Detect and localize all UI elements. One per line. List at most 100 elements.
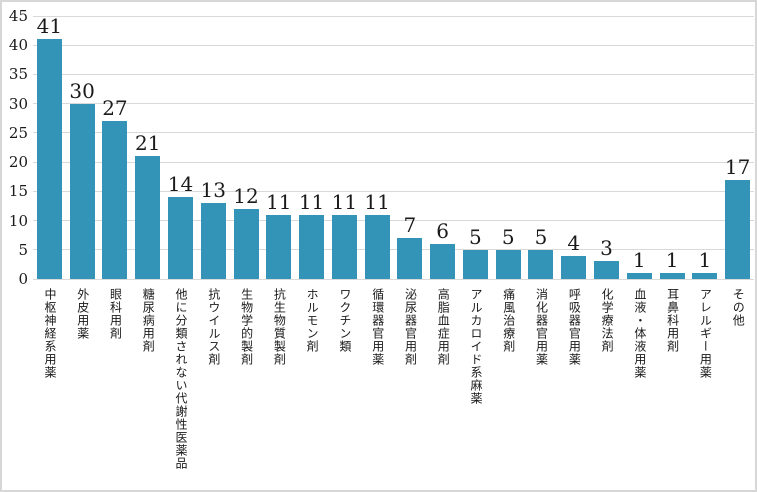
bar-group: 13 (197, 16, 230, 279)
x-axis-category-label: 呼吸器官用薬 (567, 288, 582, 366)
y-axis-tick-label: 35 (8, 65, 28, 84)
x-axis-category: ワクチン類 (328, 288, 361, 486)
bar-group: 5 (525, 16, 558, 279)
bar-value-label: 17 (724, 154, 751, 179)
bar-value-label: 5 (469, 224, 482, 249)
gridline (33, 161, 754, 163)
gridline (33, 278, 754, 280)
x-axis-category: 眼科用剤 (99, 288, 132, 486)
x-axis-category: 血液・体液用薬 (623, 288, 656, 486)
x-axis-category: 中枢神経系用薬 (33, 288, 66, 486)
gridline (33, 132, 754, 134)
gridline (33, 44, 754, 46)
bar (331, 214, 357, 279)
bar (462, 249, 488, 279)
bar-group: 3 (590, 16, 623, 279)
bar (495, 249, 521, 279)
x-axis-category: 痛風治療剤 (492, 288, 525, 486)
bar-group: 11 (295, 16, 328, 279)
bar-value-label: 27 (102, 96, 128, 121)
bar (659, 273, 685, 279)
bar-value-label: 21 (134, 131, 161, 156)
bar-value-label: 3 (600, 236, 613, 261)
x-axis-category-label: 高脂血症用剤 (436, 288, 451, 366)
x-axis-category-label: 痛風治療剤 (501, 288, 516, 353)
y-axis-tick-label: 45 (8, 7, 28, 25)
bar-group: 30 (66, 16, 99, 279)
x-axis-category-label: 泌尿器官用剤 (403, 288, 418, 366)
bar-group: 11 (361, 16, 394, 279)
bar-value-label: 11 (298, 189, 325, 214)
x-axis-category: ホルモン剤 (295, 288, 328, 486)
bar-value-label: 14 (167, 172, 194, 197)
bar (69, 103, 95, 279)
bar-group: 1 (688, 16, 721, 279)
bar (397, 238, 423, 279)
x-axis-category-label: 生物学的製剤 (239, 288, 254, 366)
bar (430, 243, 456, 279)
x-axis-category-label: 中枢神経系用薬 (42, 288, 57, 379)
x-axis-category-label: その他 (731, 288, 746, 327)
bar-value-label: 13 (200, 178, 226, 203)
bar-group: 1 (623, 16, 656, 279)
bar-value-label: 5 (534, 224, 548, 249)
gridline (33, 103, 754, 105)
x-axis-category: 他に分類されない代謝性医薬品 (164, 288, 197, 486)
x-axis-category-label: 消化器官用薬 (534, 288, 549, 366)
bar (561, 255, 587, 279)
bar-group: 5 (492, 16, 525, 279)
y-axis-tick-label: 30 (8, 94, 28, 113)
x-axis-category-label: 糖尿病用剤 (141, 288, 156, 353)
y-axis-tick-label: 25 (8, 123, 28, 142)
x-axis-category-label: 外皮用薬 (75, 288, 90, 340)
bar-value-label: 12 (233, 183, 259, 208)
bar-group: 6 (426, 16, 459, 279)
bar-group: 11 (262, 16, 295, 279)
x-axis-category: 高脂血症用剤 (426, 288, 459, 486)
x-axis-category: アルカロイド系麻薬 (459, 288, 492, 486)
x-axis-category: 呼吸器官用薬 (557, 288, 590, 486)
bar-value-label: 41 (36, 14, 63, 39)
bar-group: 5 (459, 16, 492, 279)
bar-group: 11 (328, 16, 361, 279)
bar-value-label: 1 (698, 248, 712, 273)
x-axis-category-label: 眼科用剤 (108, 288, 123, 340)
bar-value-label: 6 (436, 218, 450, 243)
bar (364, 214, 390, 279)
x-axis-category: その他 (721, 288, 754, 486)
x-axis-category-label: アレルギー用薬 (698, 288, 713, 379)
bar-value-label: 4 (567, 230, 581, 255)
bar-group: 21 (131, 16, 164, 279)
bar (233, 208, 259, 279)
x-axis-category: 外皮用薬 (66, 288, 99, 486)
bar-value-label: 7 (403, 213, 417, 238)
bar-group: 17 (721, 16, 754, 279)
y-axis-tick-label: 10 (8, 211, 28, 230)
bar (167, 197, 193, 279)
x-axis-category: 糖尿病用剤 (131, 288, 164, 486)
gridline (33, 73, 754, 75)
bar (135, 156, 161, 279)
bar-value-label: 11 (364, 189, 390, 214)
bar (200, 203, 226, 279)
x-axis-category-label: 耳鼻科用剤 (665, 288, 680, 353)
bar-group: 4 (557, 16, 590, 279)
bar-value-label: 30 (69, 78, 95, 103)
y-axis-tick-label: 15 (8, 182, 28, 201)
x-axis-category: 生物学的製剤 (230, 288, 263, 486)
x-axis-category-label: 循環器官用薬 (370, 288, 385, 366)
gridline (33, 15, 754, 17)
bar (102, 121, 128, 279)
x-axis-category-label: アルカロイド系麻薬 (469, 288, 483, 405)
gridline (33, 220, 754, 222)
bar-group: 41 (33, 16, 66, 279)
y-axis-tick-label: 0 (18, 270, 28, 288)
x-axis-category-label: 化学療法剤 (600, 288, 615, 353)
bar (594, 261, 619, 279)
bar-value-label: 1 (665, 248, 679, 273)
bar-value-label: 11 (266, 189, 292, 214)
gridline (33, 190, 754, 192)
bar-group: 14 (164, 16, 197, 279)
bar-group: 27 (99, 16, 132, 279)
